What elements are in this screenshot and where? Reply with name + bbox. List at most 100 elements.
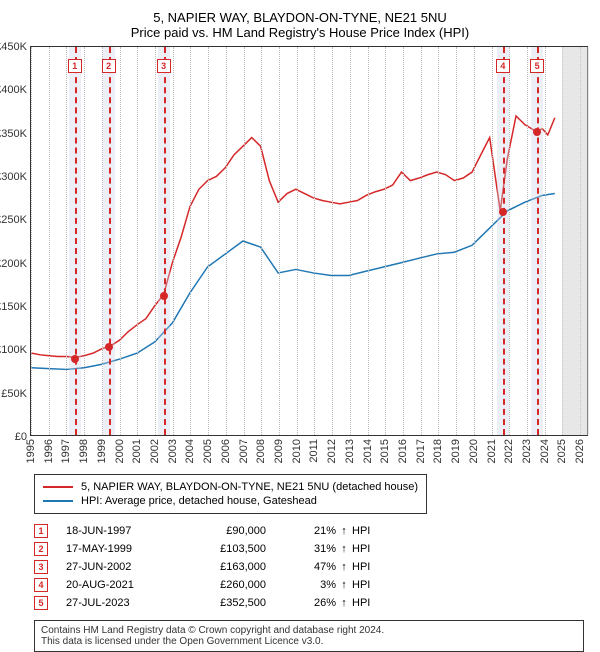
future-band	[562, 47, 589, 435]
x-gridline	[474, 47, 475, 435]
arrow-up-icon: ↑	[336, 561, 352, 573]
sale-marker-icon: 2	[34, 542, 48, 556]
x-axis-label: 2001	[131, 439, 143, 463]
x-gridline	[438, 47, 439, 435]
x-gridline	[279, 47, 280, 435]
chart-title-line1: 5, NAPIER WAY, BLAYDON-ON-TYNE, NE21 5NU	[10, 10, 590, 25]
legend-row: HPI: Average price, detached house, Gate…	[43, 495, 418, 507]
sale-price: £90,000	[196, 525, 296, 537]
chart-container: 5, NAPIER WAY, BLAYDON-ON-TYNE, NE21 5NU…	[0, 0, 600, 650]
sale-suffix: HPI	[352, 579, 370, 591]
x-axis-label: 2011	[308, 439, 320, 463]
y-axis-label: £250K	[0, 214, 27, 226]
sale-marker-box: 5	[530, 59, 544, 73]
x-axis-label: 2013	[344, 439, 356, 463]
sale-dash-line	[109, 47, 111, 435]
sale-dash-line	[537, 47, 539, 435]
x-axis-label: 2016	[397, 439, 409, 463]
chart-title-line2: Price paid vs. HM Land Registry's House …	[10, 25, 590, 40]
x-gridline	[368, 47, 369, 435]
sale-marker-icon: 4	[34, 578, 48, 592]
sale-marker-icon: 3	[34, 560, 48, 574]
sale-marker-box: 3	[157, 59, 171, 73]
x-gridline	[173, 47, 174, 435]
sales-row: 217-MAY-1999£103,50031%↑HPI	[34, 542, 590, 556]
x-gridline	[31, 47, 32, 435]
x-gridline	[527, 47, 528, 435]
sales-row: 5 27-JUL-2023£352,50026%↑HPI	[34, 596, 590, 610]
legend-box: 5, NAPIER WAY, BLAYDON-ON-TYNE, NE21 5NU…	[34, 474, 427, 514]
x-axis-label: 2007	[238, 439, 250, 463]
x-axis-label: 2019	[450, 439, 462, 463]
y-axis-label: £150K	[0, 301, 27, 313]
sale-dash-line	[503, 47, 505, 435]
sale-price: £352,500	[196, 597, 296, 609]
x-axis-label: 2012	[326, 439, 338, 463]
sale-date: 20-AUG-2021	[66, 579, 196, 591]
x-axis-label: 2020	[468, 439, 480, 463]
x-gridline	[545, 47, 546, 435]
x-gridline	[244, 47, 245, 435]
x-axis-label: 2014	[362, 439, 374, 463]
x-axis-label: 1996	[43, 439, 55, 463]
x-axis-label: 1997	[60, 439, 72, 463]
sale-marker-icon: 5	[34, 596, 48, 610]
x-axis-label: 2015	[379, 439, 391, 463]
x-axis-label: 2004	[184, 439, 196, 463]
y-axis-label: £400K	[0, 84, 27, 96]
sale-pct: 26%	[296, 597, 336, 609]
sale-dash-line	[164, 47, 166, 435]
x-gridline	[297, 47, 298, 435]
legend-row: 5, NAPIER WAY, BLAYDON-ON-TYNE, NE21 5NU…	[43, 481, 418, 493]
sale-suffix: HPI	[352, 543, 370, 555]
x-axis-label: 1998	[78, 439, 90, 463]
x-axis-label: 2010	[291, 439, 303, 463]
sale-marker-box: 2	[102, 59, 116, 73]
sale-suffix: HPI	[352, 525, 370, 537]
y-axis-label: £450K	[0, 41, 27, 53]
sale-marker-box: 1	[68, 59, 82, 73]
x-axis-label: 2024	[539, 439, 551, 463]
x-gridline	[385, 47, 386, 435]
x-axis-label: 2018	[432, 439, 444, 463]
sale-suffix: HPI	[352, 597, 370, 609]
legend-line-swatch	[43, 486, 73, 488]
sale-date: 18-JUN-1997	[66, 525, 196, 537]
footer-line2: This data is licensed under the Open Gov…	[41, 636, 577, 647]
y-axis-label: £200K	[0, 258, 27, 270]
x-axis-label: 2023	[521, 439, 533, 463]
sale-date: 27-JUN-2002	[66, 561, 196, 573]
x-axis-label: 2025	[556, 439, 568, 463]
sales-table: 118-JUN-1997£90,00021%↑HPI217-MAY-1999£1…	[34, 524, 590, 610]
sale-pct: 21%	[296, 525, 336, 537]
x-gridline	[261, 47, 262, 435]
x-axis-label: 2009	[273, 439, 285, 463]
footer-line1: Contains HM Land Registry data © Crown c…	[41, 625, 577, 636]
y-axis-label: £50K	[1, 388, 27, 400]
legend-label: 5, NAPIER WAY, BLAYDON-ON-TYNE, NE21 5NU…	[81, 481, 418, 493]
x-gridline	[84, 47, 85, 435]
sale-marker-icon: 1	[34, 524, 48, 538]
legend-line-swatch	[43, 500, 73, 502]
y-axis-label: £350K	[0, 128, 27, 140]
sale-date: 27-JUL-2023	[66, 597, 196, 609]
sales-row: 327-JUN-2002£163,00047%↑HPI	[34, 560, 590, 574]
x-gridline	[350, 47, 351, 435]
sale-data-point	[499, 208, 507, 216]
arrow-up-icon: ↑	[336, 543, 352, 555]
x-gridline	[190, 47, 191, 435]
footer-box: Contains HM Land Registry data © Crown c…	[34, 620, 584, 652]
x-axis-label: 2022	[503, 439, 515, 463]
x-gridline	[403, 47, 404, 435]
x-gridline	[66, 47, 67, 435]
sale-data-point	[105, 343, 113, 351]
x-gridline	[509, 47, 510, 435]
sale-pct: 3%	[296, 579, 336, 591]
sale-dash-line	[75, 47, 77, 435]
sale-data-point	[160, 292, 168, 300]
sale-data-point	[71, 355, 79, 363]
x-axis-label: 2002	[149, 439, 161, 463]
sale-price: £103,500	[196, 543, 296, 555]
arrow-up-icon: ↑	[336, 597, 352, 609]
sale-pct: 47%	[296, 561, 336, 573]
